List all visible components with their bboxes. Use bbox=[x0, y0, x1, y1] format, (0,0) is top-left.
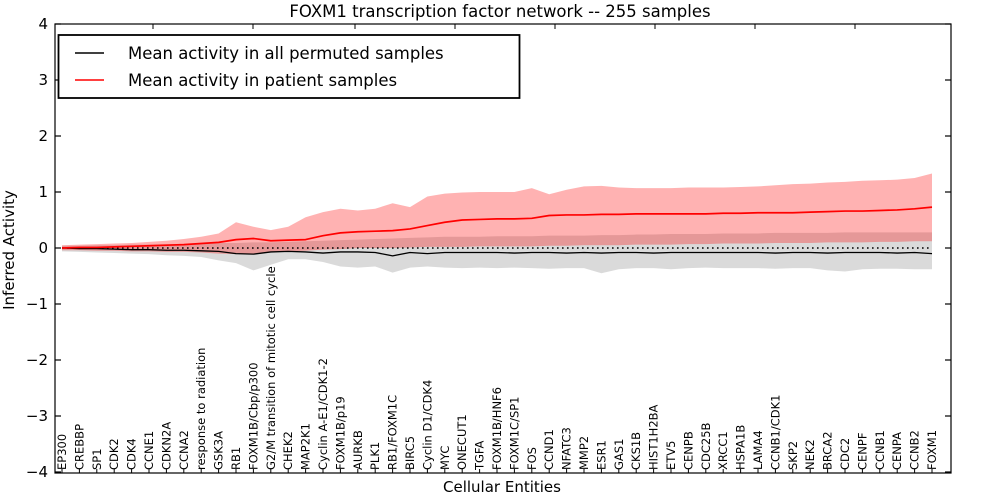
x-tick-label: SKP2 bbox=[786, 441, 800, 470]
x-tick-label: CCNE1 bbox=[142, 431, 156, 470]
y-tick-label: 3 bbox=[38, 71, 48, 89]
x-tick-label: GSK3A bbox=[212, 431, 226, 470]
y-tick-label: 4 bbox=[38, 15, 48, 33]
x-tick-label: BIRC5 bbox=[403, 436, 417, 470]
x-tick-label: RB1 bbox=[229, 447, 243, 470]
x-tick-label: GAS1 bbox=[612, 439, 626, 470]
x-tick-label: NFATC3 bbox=[560, 427, 574, 470]
y-tick-label: −3 bbox=[26, 407, 48, 425]
x-tick-label: TGFA bbox=[473, 441, 487, 471]
x-tick-label: FOXM1B/p19 bbox=[333, 396, 347, 470]
y-tick-label: −2 bbox=[26, 351, 48, 369]
x-tick-label: FOXM1B/HNF6 bbox=[490, 387, 504, 470]
shaded-bands bbox=[62, 173, 932, 274]
y-axis-label: Inferred Activity bbox=[0, 190, 18, 310]
x-tick-label: ONECUT1 bbox=[455, 414, 469, 470]
x-tick-label: XRCC1 bbox=[716, 431, 730, 470]
y-tick-label: 1 bbox=[38, 183, 48, 201]
x-tick-label: Cyclin A-E1/CDK1-2 bbox=[316, 358, 330, 470]
x-tick-label: CKS1B bbox=[629, 432, 643, 470]
x-tick-label: CCNB1/CDK1 bbox=[768, 395, 782, 471]
legend-label-patient: Mean activity in patient samples bbox=[128, 71, 397, 90]
x-tick-label: FOXM1B/Cbp/p300 bbox=[246, 362, 260, 470]
x-tick-label: FOXM1C/SP1 bbox=[507, 396, 521, 470]
x-tick-label: ESR1 bbox=[594, 440, 608, 470]
x-tick-label: ETV5 bbox=[664, 441, 678, 470]
y-tick-label: 0 bbox=[38, 239, 48, 257]
x-tick-label: HIST1H2BA bbox=[647, 404, 661, 470]
x-tick-label: BRCA2 bbox=[821, 431, 835, 470]
y-tick-label: −1 bbox=[26, 295, 48, 313]
x-tick-label: SP1 bbox=[90, 448, 104, 470]
x-tick-label: CCNB1 bbox=[873, 430, 887, 470]
x-tick-label: CDC2 bbox=[838, 438, 852, 470]
legend-box bbox=[57, 34, 521, 99]
x-tick-label: CCND1 bbox=[542, 429, 556, 470]
x-tick-label: CHEK2 bbox=[281, 431, 295, 470]
y-tick-labels: 4 3 2 1 0 −1 −2 −3 −4 bbox=[26, 15, 48, 481]
y-tick-label: −4 bbox=[26, 463, 48, 481]
legend-entry-patient: Mean activity in patient samples bbox=[75, 71, 397, 90]
permuted-mean-line bbox=[61, 247, 933, 257]
y-tick-label: 2 bbox=[38, 127, 48, 145]
mean-activity-lines bbox=[61, 206, 933, 257]
x-tick-label: FOS bbox=[525, 447, 539, 470]
x-tick-label: CENPF bbox=[855, 433, 869, 470]
legend-entry-permuted: Mean activity in all permuted samples bbox=[75, 44, 444, 63]
x-tick-label: Cyclin D1/CDK4 bbox=[420, 380, 434, 470]
x-tick-label: LAMA4 bbox=[751, 430, 765, 470]
patient-spread-band bbox=[62, 173, 932, 255]
x-tick-label: AURKB bbox=[351, 430, 365, 470]
x-tick-label: PLK1 bbox=[368, 442, 382, 470]
x-tick-label: MAP2K1 bbox=[299, 423, 313, 470]
x-tick-label: HSPA1B bbox=[734, 425, 748, 470]
patient-mean-line bbox=[61, 206, 933, 249]
x-tick-label: CCNA2 bbox=[177, 430, 191, 470]
x-tick-label: CENPA bbox=[890, 432, 904, 470]
x-tick-label: CCNB2 bbox=[908, 430, 922, 470]
x-tick-label: CDKN2A bbox=[159, 422, 173, 470]
x-tick-label: CREBBP bbox=[72, 424, 86, 470]
legend: Mean activity in all permuted samples Me… bbox=[57, 34, 521, 99]
chart-title: FOXM1 transcription factor network -- 25… bbox=[289, 2, 710, 21]
legend-label-permuted: Mean activity in all permuted samples bbox=[128, 44, 444, 63]
x-tick-labels: EP300 CREBBP SP1 CDK2 CDK4 CCNE1 CDKN2A CCNA2 re… bbox=[55, 266, 939, 471]
x-tick-label: EP300 bbox=[55, 434, 69, 470]
x-tick-label: CDK4 bbox=[125, 438, 139, 470]
x-tick-label: MMP2 bbox=[577, 436, 591, 470]
axis-ticks bbox=[55, 23, 951, 473]
x-axis-label: Cellular Entities bbox=[443, 478, 561, 496]
x-tick-label: CDK2 bbox=[107, 438, 121, 470]
x-tick-label: MYC bbox=[438, 446, 452, 470]
x-tick-label: response to radiation bbox=[194, 348, 208, 470]
x-tick-label: NEK2 bbox=[803, 439, 817, 470]
x-tick-label: FOXM1 bbox=[925, 430, 939, 470]
x-tick-label: G2/M transition of mitotic cell cycle bbox=[264, 266, 278, 470]
x-tick-label: CENPB bbox=[681, 431, 695, 470]
x-tick-label: RB1/FOXM1C bbox=[386, 395, 400, 470]
x-tick-label: CDC25B bbox=[699, 422, 713, 470]
